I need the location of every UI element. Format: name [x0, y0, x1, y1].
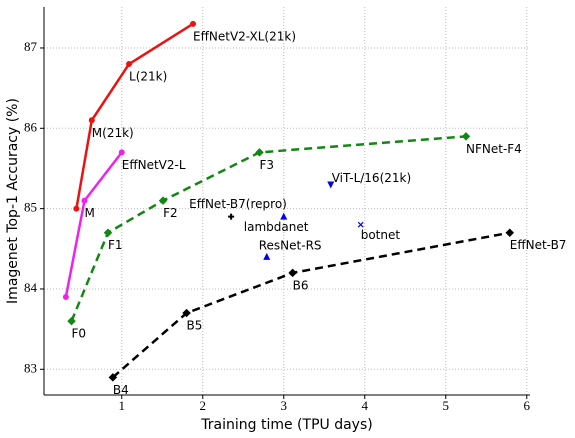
marker: [108, 373, 118, 382]
marker: [67, 316, 76, 326]
marker: [228, 213, 235, 220]
y-tick-label: 86: [24, 119, 38, 134]
y-tick-label: 83: [24, 360, 37, 375]
line: [112, 231, 510, 379]
marker: [81, 197, 88, 204]
point-label: B4: [113, 383, 129, 397]
line: [75, 22, 194, 209]
point-label: NFNet-F4: [466, 142, 522, 156]
point-label: botnet: [361, 228, 401, 242]
x-tick-label: 1: [119, 398, 126, 413]
x-axis-label: Training time (TPU days): [200, 417, 372, 433]
marker: [288, 268, 297, 278]
point-label: F2: [163, 206, 178, 220]
point-label: EffNet-B7(repro): [189, 197, 287, 211]
point-label: ViT-L/16(21k): [332, 171, 411, 185]
marker: [461, 132, 471, 141]
marker: [255, 148, 264, 157]
marker: [118, 149, 125, 156]
point-label: M(21k): [92, 126, 134, 140]
marker: [158, 196, 168, 205]
y-axis-label: Imagenet Top-1 Accuracy (%): [5, 98, 21, 304]
point-label: B5: [187, 319, 203, 333]
marker: [505, 228, 514, 237]
point-label: L(21k): [129, 70, 167, 84]
marker: [327, 181, 335, 189]
y-tick-label: 85: [24, 200, 37, 215]
marker: [190, 20, 197, 27]
marker: [73, 205, 80, 212]
point-label: ResNet-RS: [259, 238, 322, 252]
point-label: lambdanet: [244, 220, 309, 234]
y-tick-label: 84: [24, 280, 38, 295]
y-tick-label: 87: [24, 39, 38, 54]
marker: [103, 228, 113, 237]
x-tick-label: 6: [524, 398, 531, 413]
line: [64, 151, 123, 298]
x-tick-label: 3: [281, 398, 288, 413]
point-label: EffNetV2-L: [122, 158, 186, 172]
point-label: EffNet-B7: [510, 238, 567, 252]
point-label: EffNetV2-XL(21k): [193, 29, 296, 43]
marker: [62, 293, 69, 300]
marker: [280, 212, 288, 220]
x-tick-label: 5: [443, 398, 450, 413]
marker: [126, 61, 133, 68]
point-label: F3: [259, 158, 274, 172]
point-label: F0: [72, 327, 87, 341]
x-tick-label: 4: [362, 398, 369, 413]
marker: [182, 308, 191, 318]
marker: [357, 221, 364, 228]
x-tick-label: 2: [200, 398, 207, 413]
point-label: F1: [108, 238, 123, 252]
marker: [263, 252, 271, 260]
point-label: M: [85, 206, 95, 220]
point-label: B6: [293, 278, 309, 292]
marker: [88, 117, 95, 124]
